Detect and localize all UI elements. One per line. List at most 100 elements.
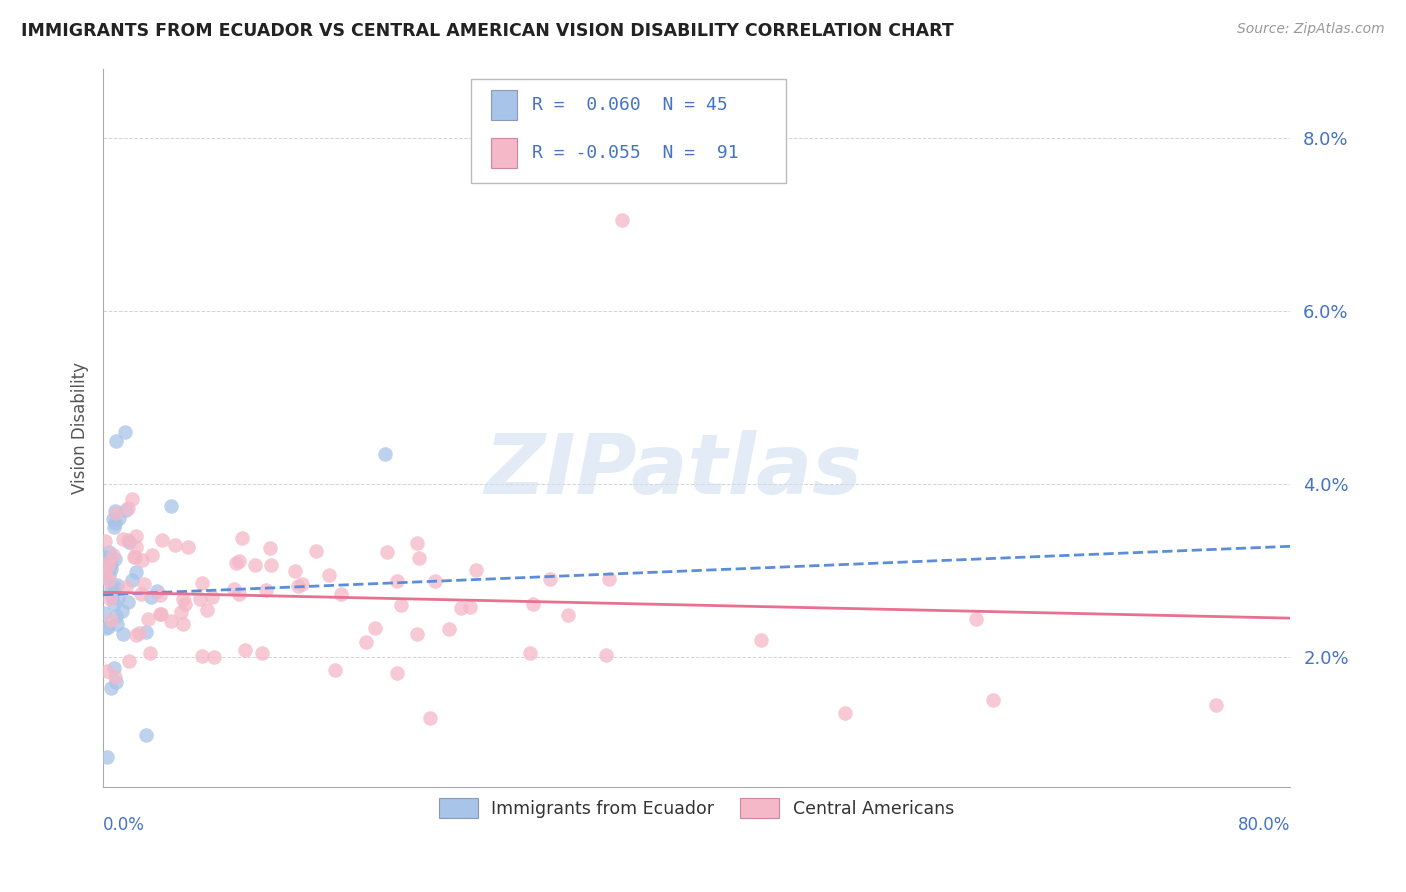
- Text: IMMIGRANTS FROM ECUADOR VS CENTRAL AMERICAN VISION DISABILITY CORRELATION CHART: IMMIGRANTS FROM ECUADOR VS CENTRAL AMERI…: [21, 22, 953, 40]
- Point: [104, 675, 127, 690]
- Point: [131, 553, 153, 567]
- Point: [114, 425, 136, 439]
- Point: [104, 670, 127, 684]
- Point: [128, 626, 150, 640]
- Point: [117, 595, 139, 609]
- Point: [134, 577, 156, 591]
- Point: [112, 532, 135, 546]
- Point: [129, 587, 152, 601]
- Point: [385, 666, 408, 681]
- Point: [191, 649, 214, 664]
- Point: [519, 646, 541, 660]
- Point: [121, 491, 143, 506]
- Point: [150, 533, 173, 547]
- Point: [125, 628, 148, 642]
- Point: [1205, 698, 1227, 712]
- Point: [323, 663, 346, 677]
- Point: [464, 563, 486, 577]
- Text: Source: ZipAtlas.com: Source: ZipAtlas.com: [1237, 22, 1385, 37]
- Point: [139, 590, 162, 604]
- Point: [981, 693, 1004, 707]
- Point: [115, 580, 138, 594]
- Point: [111, 605, 134, 619]
- Point: [172, 617, 194, 632]
- Point: [425, 574, 447, 588]
- Point: [228, 587, 250, 601]
- Point: [522, 597, 544, 611]
- Point: [98, 592, 121, 607]
- Point: [97, 620, 120, 634]
- Point: [149, 607, 172, 622]
- Point: [439, 622, 461, 636]
- Point: [103, 548, 125, 562]
- Point: [254, 583, 277, 598]
- Point: [595, 648, 617, 662]
- Text: R =  0.060  N = 45: R = 0.060 N = 45: [531, 95, 727, 113]
- Point: [94, 568, 117, 582]
- Point: [121, 573, 143, 587]
- Legend: Immigrants from Ecuador, Central Americans: Immigrants from Ecuador, Central America…: [433, 791, 960, 825]
- Point: [105, 616, 128, 631]
- Point: [108, 510, 131, 524]
- Point: [97, 555, 120, 569]
- Point: [170, 605, 193, 619]
- Point: [124, 549, 146, 564]
- Point: [291, 576, 314, 591]
- Point: [224, 582, 246, 596]
- Point: [125, 540, 148, 554]
- Point: [118, 534, 141, 549]
- Point: [188, 592, 211, 607]
- Point: [139, 647, 162, 661]
- Point: [284, 564, 307, 578]
- Point: [374, 447, 396, 461]
- Point: [245, 558, 267, 573]
- Point: [96, 664, 118, 678]
- FancyBboxPatch shape: [491, 89, 517, 120]
- Text: ZIPatlas: ZIPatlas: [484, 430, 862, 511]
- Point: [105, 434, 128, 448]
- Point: [93, 549, 115, 564]
- Point: [375, 544, 398, 558]
- Point: [115, 503, 138, 517]
- Point: [363, 621, 385, 635]
- Point: [225, 556, 247, 570]
- Point: [304, 544, 326, 558]
- Point: [145, 584, 167, 599]
- Point: [100, 581, 122, 595]
- Point: [163, 538, 186, 552]
- Point: [330, 587, 353, 601]
- Point: [125, 529, 148, 543]
- Point: [94, 622, 117, 636]
- Point: [105, 577, 128, 591]
- FancyBboxPatch shape: [491, 138, 517, 169]
- Point: [135, 728, 157, 742]
- Point: [318, 568, 340, 582]
- Point: [177, 540, 200, 554]
- Point: [98, 545, 121, 559]
- Point: [354, 634, 377, 648]
- Point: [557, 608, 579, 623]
- Point: [93, 534, 115, 549]
- Point: [100, 681, 122, 695]
- Point: [538, 572, 561, 586]
- FancyBboxPatch shape: [471, 79, 786, 184]
- Point: [100, 590, 122, 604]
- Point: [160, 500, 183, 514]
- Point: [250, 646, 273, 660]
- Point: [100, 558, 122, 573]
- Point: [172, 591, 194, 606]
- Text: 80.0%: 80.0%: [1237, 815, 1289, 834]
- Point: [405, 535, 427, 549]
- Point: [111, 627, 134, 641]
- Point: [233, 642, 256, 657]
- Point: [202, 650, 225, 665]
- Point: [160, 614, 183, 628]
- Point: [97, 551, 120, 566]
- Point: [385, 574, 408, 589]
- Point: [100, 562, 122, 576]
- Point: [124, 566, 146, 580]
- Point: [93, 571, 115, 585]
- Point: [195, 603, 218, 617]
- Point: [117, 500, 139, 515]
- Point: [105, 609, 128, 624]
